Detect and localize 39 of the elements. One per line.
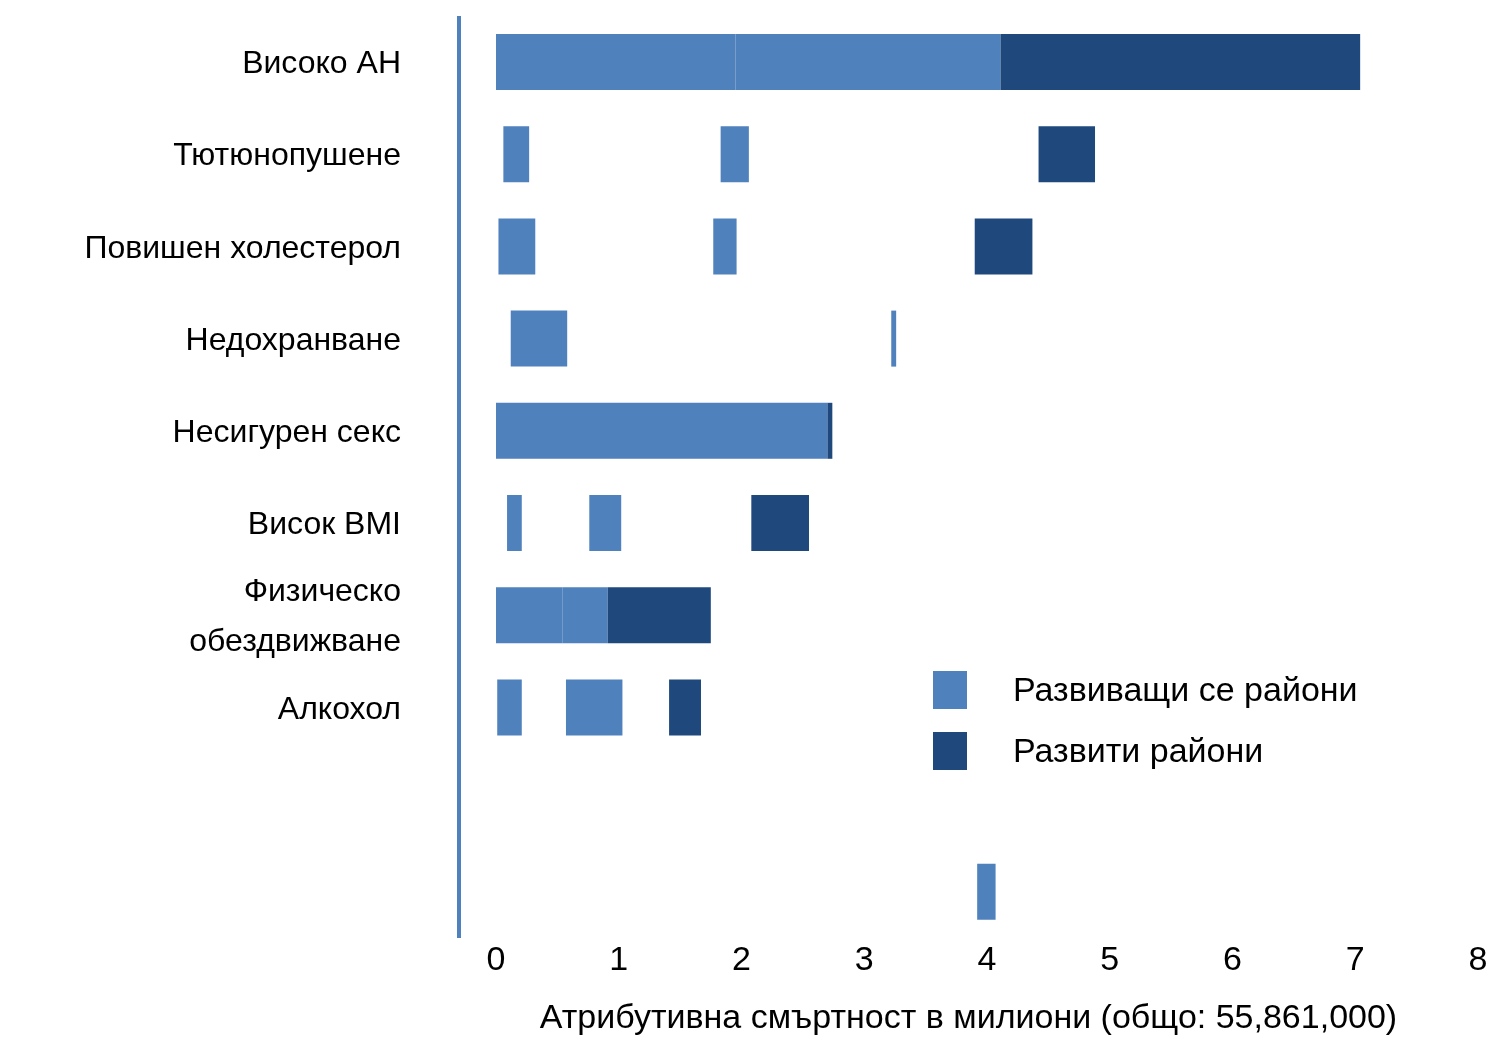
x-tick-label: 8: [1468, 939, 1488, 978]
y-tick-label: Недохранване: [185, 320, 401, 357]
bar: [510, 310, 568, 367]
bar: [720, 126, 749, 183]
legend-label: Развиващи се райони: [1013, 670, 1358, 709]
bar: [1000, 34, 1361, 90]
bar: [977, 863, 996, 920]
y-tick-label: Повишен холестерол: [84, 228, 401, 265]
bar: [503, 126, 530, 183]
bar: [669, 679, 701, 736]
y-tick-label: Физическо обездвижване: [189, 572, 401, 659]
bar: [607, 587, 711, 644]
bar: [713, 218, 737, 275]
x-axis-title: Атрибутивна смъртност в милиони (общо: 55,861,000): [539, 997, 1398, 1035]
x-tick-label: 3: [854, 939, 874, 978]
y-tick-label: Несигурен секс: [172, 412, 401, 449]
bar: [565, 679, 623, 736]
x-tick-label: 1: [609, 939, 629, 978]
bar: [751, 495, 810, 551]
x-tick-label: 0: [486, 939, 506, 978]
y-tick-label: Алкохол: [277, 689, 401, 726]
x-tick-label: 6: [1223, 939, 1242, 978]
bar: [827, 402, 833, 459]
bar: [891, 310, 897, 367]
bar: [497, 679, 522, 736]
y-tick-label: Високо АН: [242, 44, 401, 81]
y-tick-label: Висок BMI: [247, 505, 401, 542]
bar: [974, 218, 1033, 275]
x-tick-label: 5: [1100, 939, 1120, 978]
x-tick-label: 2: [732, 939, 751, 978]
bar: [507, 495, 522, 551]
bar: [589, 495, 622, 551]
legend-label: Развити райони: [1013, 731, 1264, 770]
x-tick-label: 4: [977, 939, 997, 978]
y-tick-label: Тютюнопушене: [173, 136, 401, 173]
bar: [496, 402, 828, 459]
x-tick-label: 7: [1345, 939, 1365, 978]
bar: [498, 218, 536, 275]
bar: [1038, 126, 1096, 183]
